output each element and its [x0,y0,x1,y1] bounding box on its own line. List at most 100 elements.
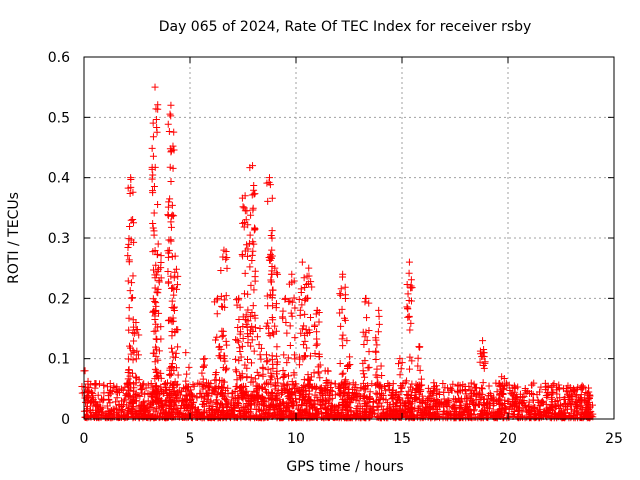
data-point [470,407,478,415]
data-point [481,358,489,366]
data-point [245,239,253,247]
data-point [553,386,561,394]
data-point [538,398,546,406]
data-point [235,316,243,324]
data-point [247,400,255,408]
y-tick-label: 0.3 [48,231,70,247]
data-point [526,390,534,398]
data-point [431,396,439,404]
data-point [269,389,277,397]
data-point [169,353,177,361]
data-point [486,389,494,397]
data-point [311,321,319,329]
data-point [125,326,133,334]
data-point [509,411,517,419]
data-point [241,269,249,277]
data-point [91,406,99,414]
data-point [266,181,274,189]
data-point [284,403,292,411]
data-point [530,405,538,413]
data-point [239,407,247,415]
data-point [491,408,499,416]
data-point [244,290,252,298]
data-point [282,318,290,326]
data-point [513,395,521,403]
data-point [280,351,288,359]
data-point [222,248,230,256]
data-point [337,381,345,389]
data-point [104,383,112,391]
data-point [257,406,265,414]
data-point [279,398,287,406]
data-point [230,396,238,404]
data-point [337,322,345,330]
data-point [445,399,453,407]
data-point [220,394,228,402]
data-point [509,391,517,399]
data-point [369,407,377,415]
data-point [372,356,380,363]
data-point [352,396,360,404]
data-point [253,368,261,376]
data-point [302,281,310,289]
data-point [439,380,447,388]
data-point [187,401,195,409]
data-point [285,298,293,306]
data-point [432,400,440,408]
data-point [396,355,404,363]
data-point [249,302,257,310]
data-point [406,398,414,406]
data-point [223,264,231,272]
data-point [259,372,267,380]
data-point [173,285,181,293]
data-point [273,375,281,383]
data-point [151,389,159,397]
data-point [314,363,322,371]
data-point [203,379,211,387]
data-point [152,345,160,353]
data-point [382,387,390,395]
data-point [378,372,386,380]
data-point [140,397,148,405]
data-point [240,223,248,231]
data-point [102,412,110,420]
data-point [431,383,439,391]
data-point [514,414,522,422]
data-point [154,356,162,364]
data-point [448,386,456,394]
data-point [233,399,241,407]
data-point [405,313,413,321]
data-point [279,307,287,315]
data-point [377,394,385,402]
data-point [367,412,375,420]
data-point [130,329,138,337]
data-point [218,390,226,398]
data-point [246,231,254,239]
data-point [244,397,252,405]
data-point [264,197,272,205]
data-point [233,336,241,344]
data-point [212,376,220,384]
data-point [324,367,332,375]
data-point [519,404,527,412]
data-point [440,395,448,403]
data-point [246,263,254,271]
data-point [281,371,289,379]
data-point [259,393,267,401]
data-point [338,370,346,378]
data-point [511,388,519,396]
data-point [513,394,521,402]
data-point [405,269,413,277]
data-point [546,404,554,412]
data-point [260,414,268,422]
data-point [254,395,262,403]
data-point [127,183,135,191]
data-point [246,414,254,422]
data-point [187,414,195,422]
data-point [195,406,203,414]
data-point [361,333,369,341]
data-point [235,357,243,365]
data-point [308,384,316,392]
data-point [436,414,444,422]
data-point [290,398,298,406]
